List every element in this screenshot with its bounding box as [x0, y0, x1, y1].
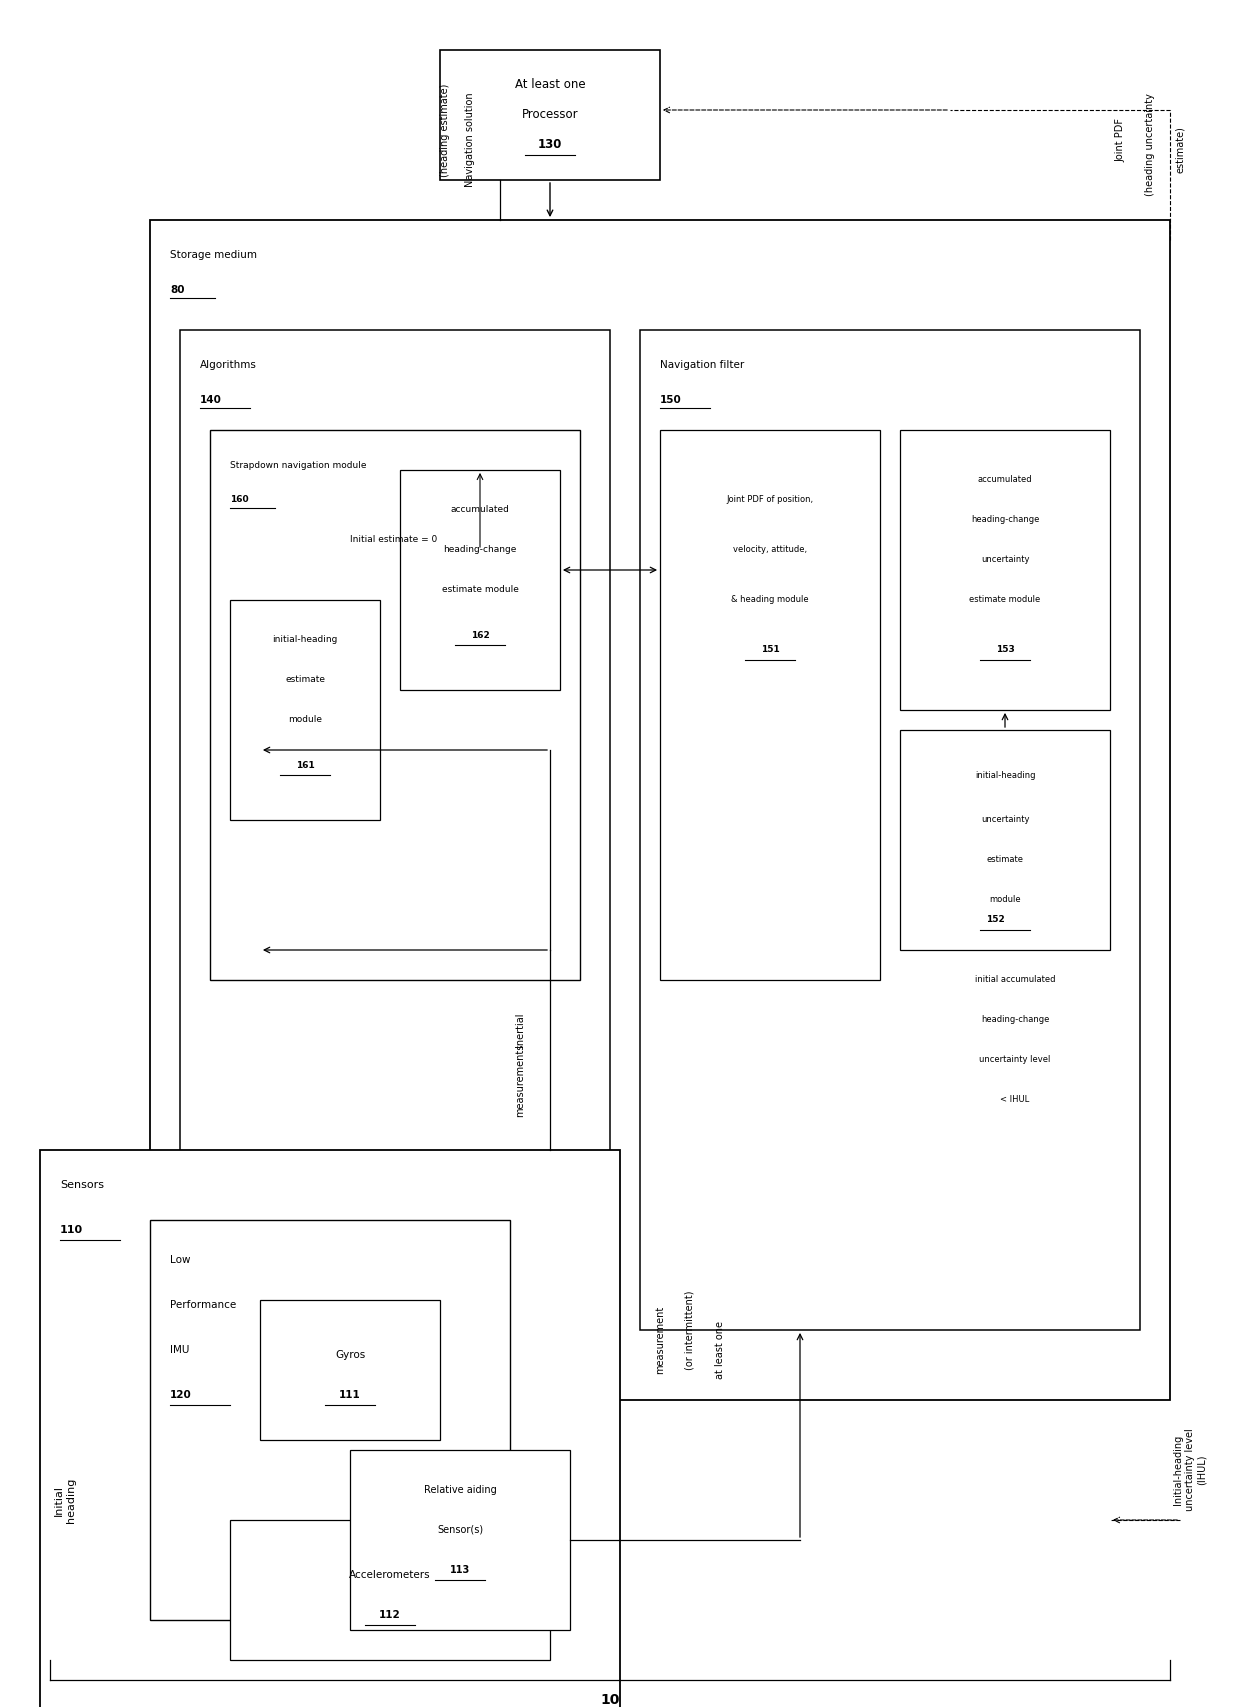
Text: 152: 152 — [986, 915, 1004, 925]
Text: heading-change: heading-change — [971, 516, 1039, 524]
Text: accumulated: accumulated — [977, 476, 1033, 485]
Text: Storage medium: Storage medium — [170, 249, 257, 259]
Text: module: module — [288, 715, 322, 724]
Text: module: module — [990, 896, 1021, 905]
Text: at least one: at least one — [715, 1321, 725, 1379]
Text: & heading module: & heading module — [732, 596, 808, 604]
Text: Processor: Processor — [522, 109, 578, 121]
Text: 161: 161 — [295, 761, 315, 770]
Text: uncertainty level: uncertainty level — [980, 1055, 1050, 1065]
Text: estimate: estimate — [987, 855, 1023, 864]
Text: (or intermittent): (or intermittent) — [684, 1290, 694, 1369]
Text: < IHUL: < IHUL — [1001, 1096, 1029, 1104]
Text: Accelerometers: Accelerometers — [350, 1570, 430, 1581]
Bar — [229, 1519, 551, 1659]
Text: 130: 130 — [538, 138, 562, 152]
Text: 80: 80 — [170, 285, 185, 295]
Text: uncertainty: uncertainty — [981, 816, 1029, 824]
Text: Sensor(s): Sensor(s) — [436, 1524, 484, 1535]
Text: Navigation solution: Navigation solution — [465, 92, 475, 188]
Text: Strapdown navigation module: Strapdown navigation module — [229, 461, 367, 469]
Text: 110: 110 — [60, 1226, 83, 1234]
Text: 151: 151 — [760, 645, 780, 654]
Bar — [150, 1221, 510, 1620]
Text: 111: 111 — [339, 1389, 361, 1400]
Text: Initial-heading
uncertainty level
(IHUL): Initial-heading uncertainty level (IHUL) — [1173, 1429, 1207, 1511]
Text: estimate: estimate — [285, 676, 325, 685]
Bar — [260, 1301, 440, 1441]
Bar — [40, 1151, 620, 1707]
Text: Low: Low — [170, 1255, 191, 1265]
Text: Sensors: Sensors — [60, 1180, 104, 1190]
Text: Inertial: Inertial — [515, 1012, 525, 1048]
Text: Initial estimate = 0: Initial estimate = 0 — [350, 536, 438, 545]
Text: estimate): estimate) — [1176, 126, 1185, 174]
Text: estimate module: estimate module — [970, 596, 1040, 604]
Text: estimate module: estimate module — [441, 586, 518, 594]
Text: Navigation filter: Navigation filter — [660, 360, 744, 370]
Text: velocity, attitude,: velocity, attitude, — [733, 546, 807, 555]
Text: Joint PDF of position,: Joint PDF of position, — [727, 495, 813, 505]
Text: heading-change: heading-change — [981, 1016, 1049, 1024]
Text: Initial
heading: Initial heading — [55, 1477, 76, 1523]
Text: initial-heading: initial-heading — [975, 770, 1035, 780]
Bar — [150, 220, 1171, 1400]
Bar — [229, 599, 379, 819]
Text: 150: 150 — [660, 394, 682, 405]
Text: 120: 120 — [170, 1389, 192, 1400]
Text: initial accumulated: initial accumulated — [975, 975, 1055, 985]
Bar — [640, 329, 1140, 1330]
Text: 140: 140 — [200, 394, 222, 405]
Text: heading-change: heading-change — [444, 546, 517, 555]
Bar — [900, 731, 1110, 951]
Text: uncertainty: uncertainty — [981, 555, 1029, 565]
Bar — [440, 50, 660, 179]
Bar — [180, 329, 610, 1330]
Text: (heading uncertainty: (heading uncertainty — [1145, 94, 1154, 196]
Text: 162: 162 — [471, 630, 490, 640]
Text: measurements: measurements — [515, 1043, 525, 1116]
Text: Relative aiding: Relative aiding — [424, 1485, 496, 1495]
Text: At least one: At least one — [515, 79, 585, 92]
Text: Performance: Performance — [170, 1301, 237, 1309]
Bar — [900, 430, 1110, 710]
Text: accumulated: accumulated — [450, 505, 510, 514]
Bar — [401, 469, 560, 690]
Text: 112: 112 — [379, 1610, 401, 1620]
Text: (heading estimate): (heading estimate) — [440, 84, 450, 178]
Text: IMU: IMU — [170, 1345, 190, 1355]
Text: 160: 160 — [229, 495, 249, 505]
Text: 10: 10 — [600, 1693, 620, 1707]
Text: 113: 113 — [450, 1565, 470, 1576]
Text: Joint PDF: Joint PDF — [1115, 118, 1125, 162]
Text: measurement: measurement — [655, 1306, 665, 1374]
Text: Algorithms: Algorithms — [200, 360, 257, 370]
Text: initial-heading: initial-heading — [273, 635, 337, 645]
Bar — [660, 430, 880, 980]
Bar — [350, 1449, 570, 1630]
Text: Gyros: Gyros — [335, 1350, 365, 1360]
Text: 153: 153 — [996, 645, 1014, 654]
Bar — [210, 430, 580, 980]
